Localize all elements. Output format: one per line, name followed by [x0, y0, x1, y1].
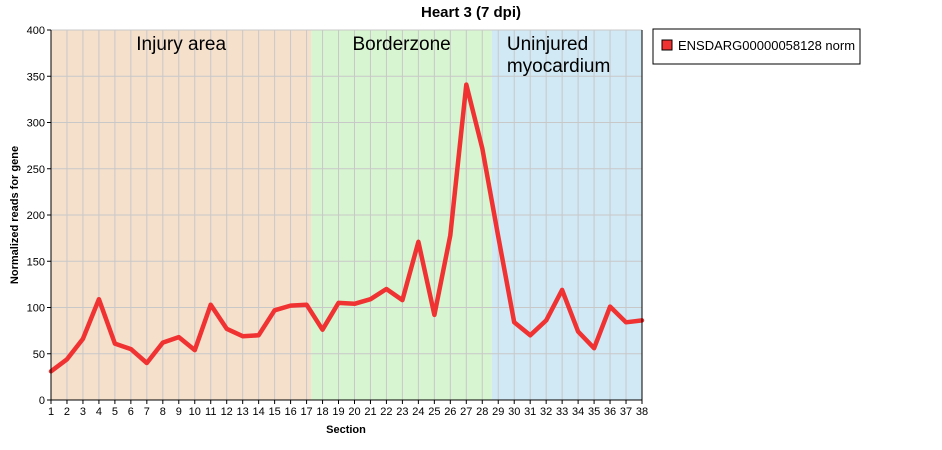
- x-tick-label: 35: [588, 406, 600, 418]
- x-tick-label: 19: [332, 406, 344, 418]
- x-tick-label: 34: [572, 406, 584, 418]
- x-tick-label: 4: [96, 406, 102, 418]
- x-tick-label: 36: [604, 406, 616, 418]
- x-tick-label: 8: [160, 406, 166, 418]
- x-tick-label: 10: [189, 406, 201, 418]
- x-tick-label: 13: [237, 406, 249, 418]
- y-tick-label: 150: [27, 256, 45, 268]
- region-label-3: Uninjured myocardium: [507, 34, 610, 77]
- y-tick-label: 50: [33, 349, 45, 361]
- x-tick-label: 9: [176, 406, 182, 418]
- x-tick-label: 1: [48, 406, 54, 418]
- region-label-line: myocardium: [507, 56, 610, 77]
- x-tick-label: 18: [316, 406, 328, 418]
- x-tick-label: 24: [412, 406, 424, 418]
- y-tick-label: 250: [27, 164, 45, 176]
- x-tick-label: 33: [556, 406, 568, 418]
- legend: ENSDARG00000058128 norm: [652, 28, 861, 65]
- legend-box: [652, 28, 861, 65]
- x-tick-label: 26: [444, 406, 456, 418]
- x-tick-label: 38: [636, 406, 648, 418]
- region-label-2: Borderzone: [352, 34, 450, 55]
- x-axis-label: Section: [326, 424, 366, 436]
- x-tick-label: 22: [380, 406, 392, 418]
- x-tick-label: 15: [268, 406, 280, 418]
- x-tick-label: 25: [428, 406, 440, 418]
- y-tick-label: 100: [27, 303, 45, 315]
- x-tick-label: 21: [364, 406, 376, 418]
- tick-labels: 1 2 3 4 5 6 7 8 9 10 11 12 13 14 15 16 17 18 19 20 21 22 23 24 2…: [27, 25, 648, 418]
- region-label-1: Injury area: [136, 34, 226, 55]
- region-label-line: Uninjured: [507, 34, 588, 55]
- x-tick-label: 28: [476, 406, 488, 418]
- x-tick-label: 29: [492, 406, 504, 418]
- x-tick-label: 32: [540, 406, 552, 418]
- x-tick-label: 17: [300, 406, 312, 418]
- x-tick-label: 20: [348, 406, 360, 418]
- chart-title: Heart 3 (7 dpi): [421, 4, 521, 21]
- y-tick-label: 350: [27, 71, 45, 83]
- y-axis-label: Normalized reads for gene: [9, 146, 21, 284]
- x-tick-label: 16: [284, 406, 296, 418]
- x-tick-label: 11: [205, 406, 216, 418]
- y-tick-label: 200: [27, 210, 45, 222]
- x-tick-label: 6: [128, 406, 134, 418]
- x-tick-label: 37: [620, 406, 632, 418]
- x-tick-label: 7: [144, 406, 150, 418]
- x-tick-label: 27: [460, 406, 472, 418]
- x-tick-label: 2: [64, 406, 70, 418]
- x-tick-label: 14: [253, 406, 265, 418]
- series-layer: [48, 82, 645, 374]
- y-tick-label: 400: [27, 25, 45, 37]
- x-tick-label: 30: [508, 406, 520, 418]
- x-tick-label: 3: [80, 406, 86, 418]
- y-tick-label: 300: [27, 118, 45, 130]
- x-tick-label: 12: [221, 406, 233, 418]
- region-labels: Injury area Borderzone Uninjured myocardium: [136, 34, 610, 77]
- y-tick-label: 0: [39, 395, 45, 407]
- legend-swatch: [661, 39, 673, 51]
- x-tick-label: 31: [524, 406, 536, 418]
- x-tick-label: 5: [112, 406, 118, 418]
- legend-label: ENSDARG00000058128 norm: [678, 38, 855, 53]
- series-line-1: [48, 82, 645, 374]
- x-tick-label: 23: [396, 406, 408, 418]
